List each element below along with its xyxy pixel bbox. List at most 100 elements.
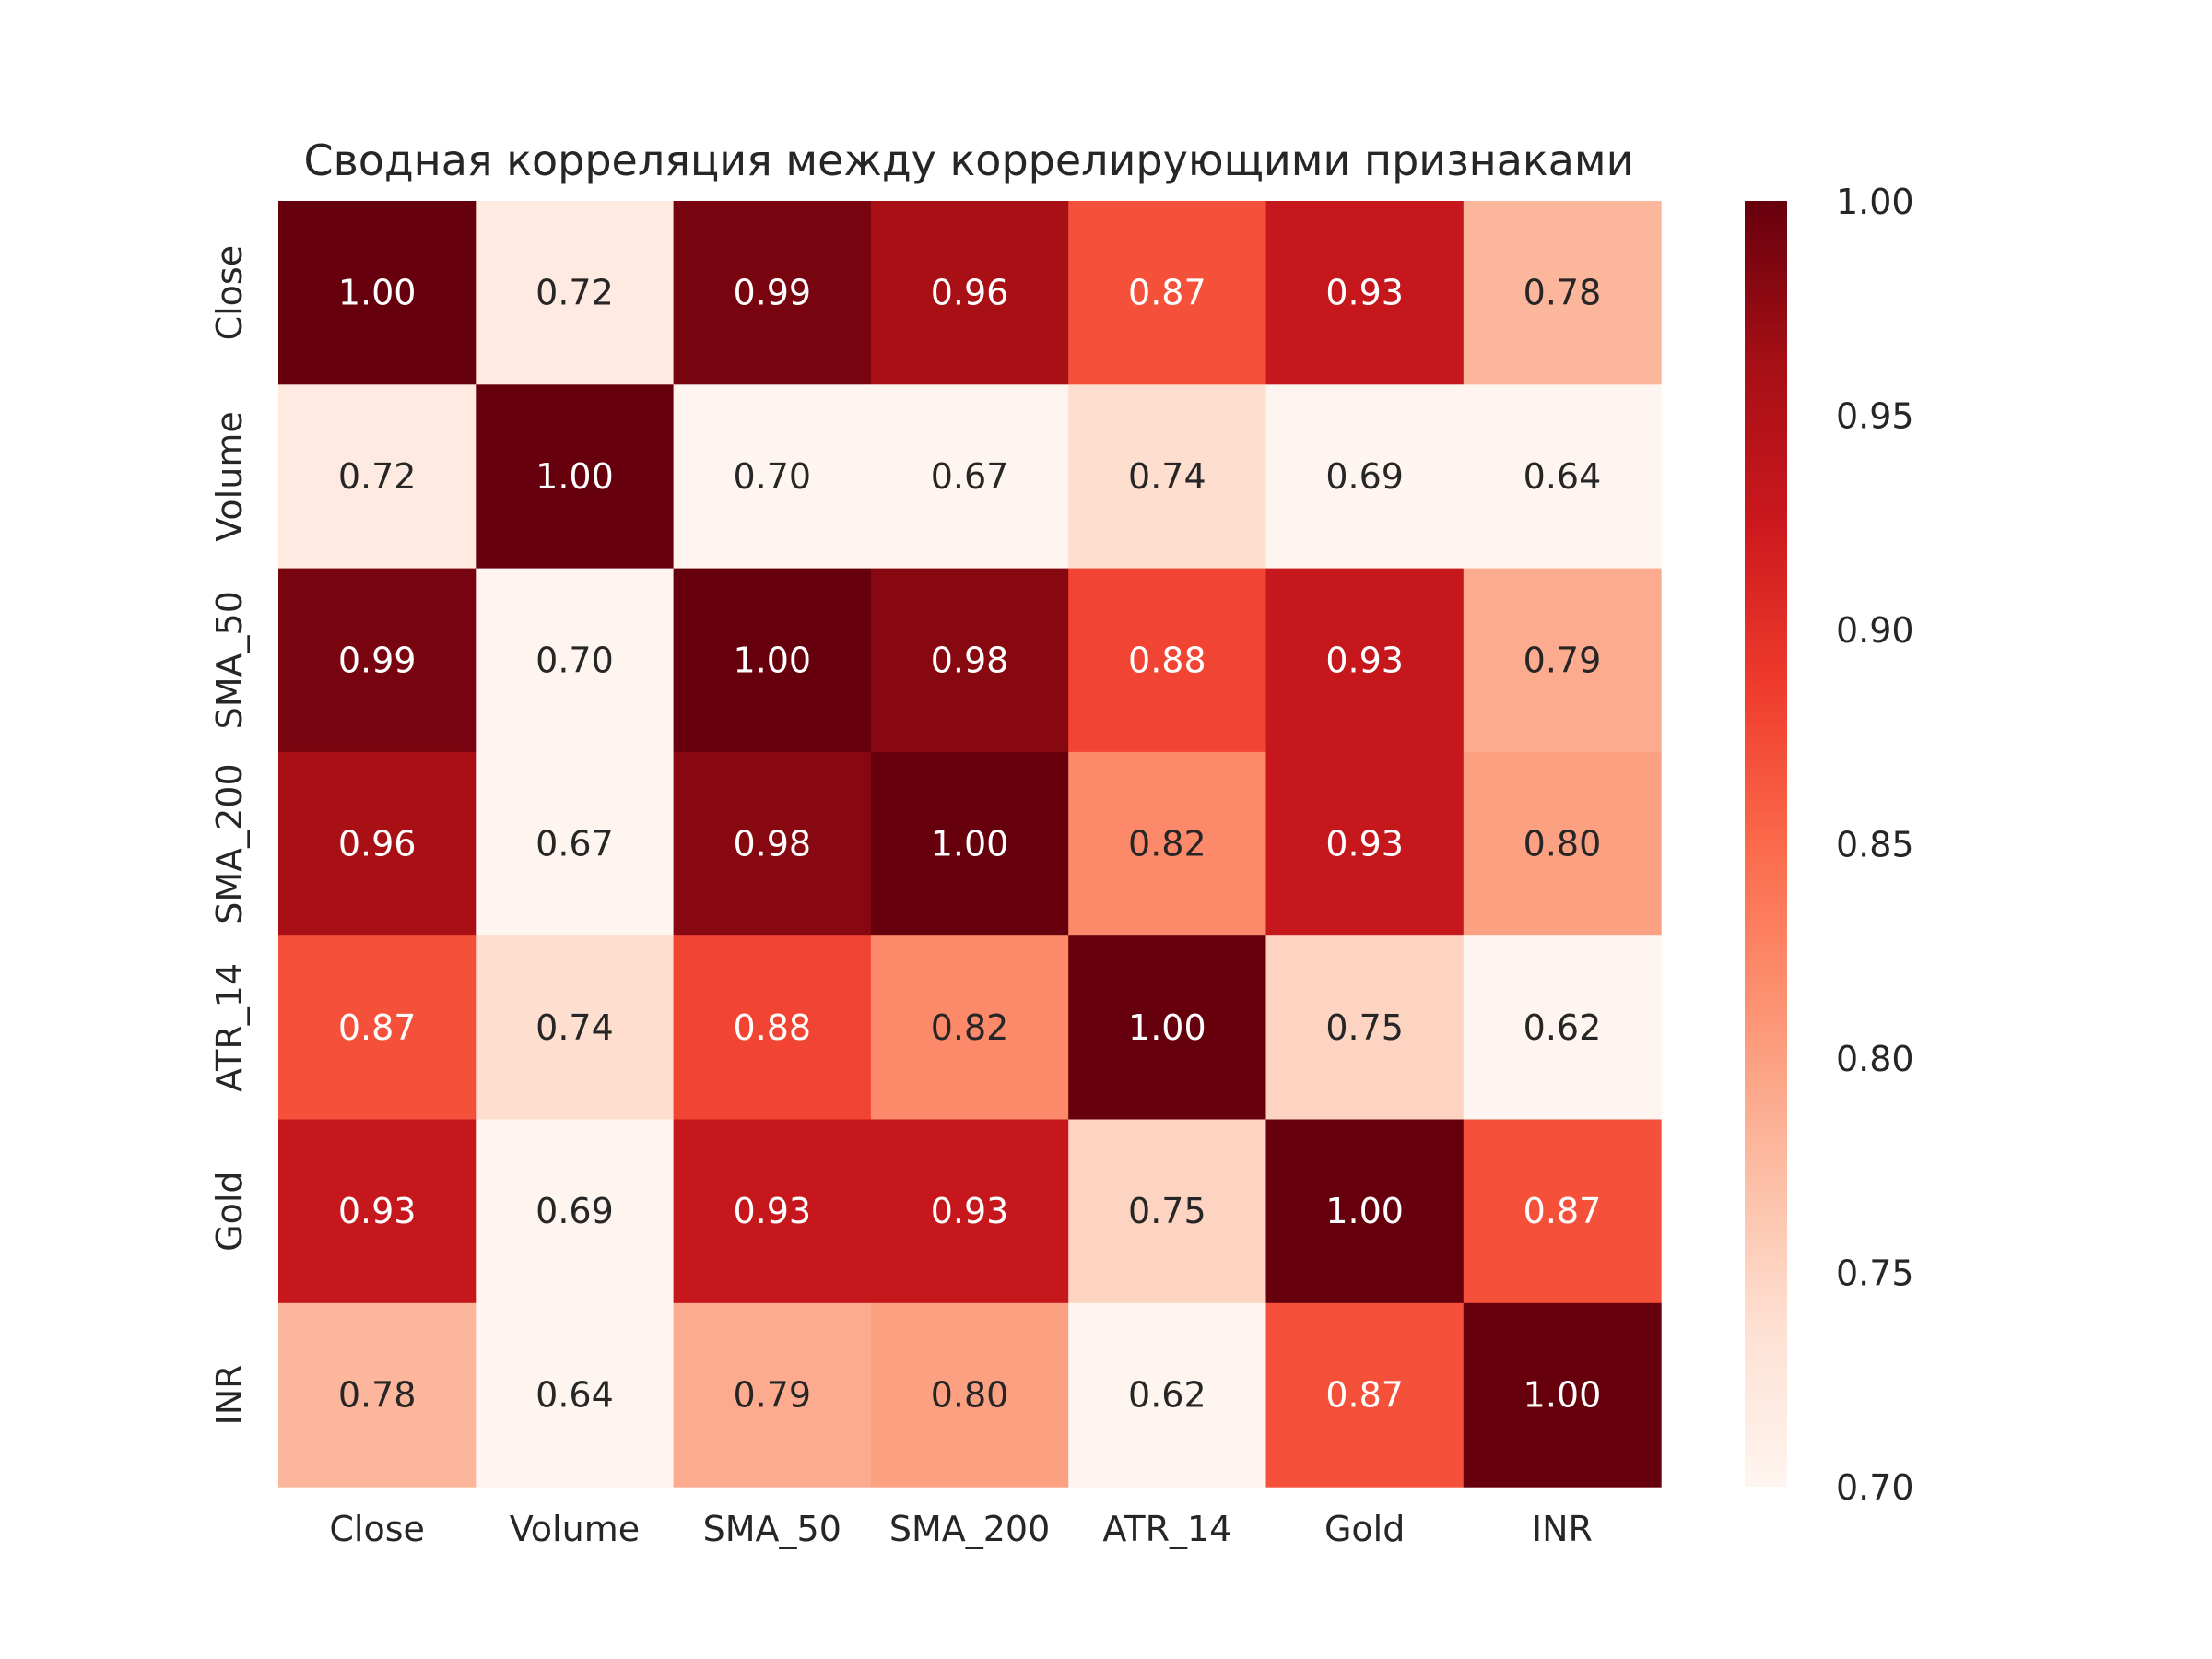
heatmap-cell-label: 0.80 <box>1524 824 1602 865</box>
heatmap-cell <box>673 1302 872 1488</box>
x-tick-label: Gold <box>1324 1509 1405 1549</box>
heatmap-cell <box>673 935 872 1121</box>
y-tick-label: SMA_50 <box>209 591 250 729</box>
heatmap-cell-label: 0.67 <box>931 456 1009 497</box>
heatmap-cell <box>673 1119 872 1304</box>
heatmap-cell <box>870 1302 1069 1488</box>
heatmap-cell <box>278 568 477 753</box>
heatmap-cell-label: 0.87 <box>1524 1191 1602 1231</box>
heatmap-cell-label: 0.80 <box>931 1374 1009 1415</box>
x-tick-label: ATR_14 <box>1102 1509 1231 1549</box>
heatmap-cell <box>278 1119 477 1304</box>
heatmap-cell <box>1068 384 1267 570</box>
heatmap-cell <box>278 384 477 570</box>
heatmap-cell-label: 0.82 <box>931 1007 1009 1048</box>
heatmap-cell-label: 0.93 <box>338 1191 417 1231</box>
heatmap-cell <box>278 751 477 936</box>
heatmap-cell <box>673 201 872 385</box>
heatmap-cell-label: 0.75 <box>1325 1007 1404 1048</box>
heatmap-cell <box>870 384 1069 570</box>
heatmap-cell-label: 0.70 <box>733 456 811 497</box>
heatmap-cell <box>278 201 477 385</box>
heatmap-cell <box>1265 1119 1465 1304</box>
heatmap-cell <box>1068 201 1267 385</box>
heatmap-cell-label: 0.99 <box>733 273 811 313</box>
heatmap-cell-label: 0.96 <box>338 824 417 865</box>
colorbar-tick-label: 0.70 <box>1836 1467 1914 1508</box>
heatmap-cell <box>1068 1119 1267 1304</box>
heatmap-cell-label: 1.00 <box>1128 1007 1206 1048</box>
heatmap-cell <box>673 568 872 753</box>
heatmap-cell-label: 0.78 <box>338 1374 417 1415</box>
heatmap-cell-label: 0.88 <box>733 1007 811 1048</box>
heatmap-cell-label: 0.98 <box>733 824 811 865</box>
heatmap-cell-label: 0.82 <box>1128 824 1206 865</box>
heatmap-cell-label: 0.78 <box>1524 273 1602 313</box>
heatmap-cell <box>1068 1302 1267 1488</box>
heatmap-cell-label: 1.00 <box>535 456 614 497</box>
heatmap-cell-label: 1.00 <box>931 824 1009 865</box>
x-tick-label: SMA_200 <box>889 1509 1050 1549</box>
heatmap-cell <box>1068 568 1267 753</box>
heatmap-cells: 1.00 0.72 0.99 0.96 0.87 0.93 0.78 0.72 1.00 0.70… <box>278 201 1662 1488</box>
heatmap-cell <box>1265 1302 1465 1488</box>
x-tick-label: Volume <box>510 1509 640 1549</box>
heatmap-cell <box>476 935 675 1121</box>
heatmap-cell <box>476 1302 675 1488</box>
heatmap-cell-label: 0.62 <box>1524 1007 1602 1048</box>
y-tick-label: INR <box>209 1364 250 1425</box>
heatmap-cell <box>476 384 675 570</box>
x-axis-tick-labels: Close Volume SMA_50 SMA_200 ATR_14 Gold INR <box>329 1509 1593 1549</box>
heatmap-cell-label: 0.99 <box>338 640 417 680</box>
heatmap-cell <box>870 201 1069 385</box>
heatmap-cell <box>476 1119 675 1304</box>
heatmap-cell <box>870 568 1069 753</box>
heatmap-cell-label: 0.69 <box>535 1191 614 1231</box>
heatmap-cell-label: 0.72 <box>535 273 614 313</box>
heatmap-cell-label: 1.00 <box>1325 1191 1404 1231</box>
heatmap-cell-label: 0.64 <box>1524 456 1602 497</box>
heatmap-cell-label: 0.79 <box>733 1374 811 1415</box>
y-tick-label: Close <box>209 245 250 341</box>
heatmap-cell <box>476 568 675 753</box>
heatmap-cell-label: 0.74 <box>1128 456 1206 497</box>
heatmap-cell <box>278 935 477 1121</box>
heatmap-cell-label: 0.70 <box>535 640 614 680</box>
heatmap-cell <box>1463 201 1662 385</box>
heatmap-cell-label: 0.87 <box>1325 1374 1404 1415</box>
heatmap-cell-label: 0.69 <box>1325 456 1404 497</box>
heatmap-cell <box>476 201 675 385</box>
heatmap-cell-label: 0.93 <box>733 1191 811 1231</box>
colorbar-tick-label: 0.85 <box>1836 825 1914 865</box>
colorbar-tick-label: 1.00 <box>1836 182 1914 222</box>
heatmap-cell-label: 0.62 <box>1128 1374 1206 1415</box>
colorbar-tick-label: 0.80 <box>1836 1039 1914 1079</box>
heatmap-cell <box>1463 384 1662 570</box>
heatmap-cell-label: 0.93 <box>1325 273 1404 313</box>
heatmap-cell-label: 0.87 <box>338 1007 417 1048</box>
colorbar-tick-label: 0.95 <box>1836 396 1914 437</box>
colorbar-tick-label: 0.75 <box>1836 1253 1914 1294</box>
heatmap-cell <box>1463 1302 1662 1488</box>
heatmap-cell-label: 0.75 <box>1128 1191 1206 1231</box>
heatmap-cell-label: 0.67 <box>535 824 614 865</box>
heatmap-cell <box>1265 568 1465 753</box>
y-tick-label: SMA_200 <box>209 763 250 924</box>
heatmap-cell-label: 0.87 <box>1128 273 1206 313</box>
heatmap-cell <box>1463 935 1662 1121</box>
heatmap-cell-label: 1.00 <box>338 273 417 313</box>
heatmap-cell-label: 0.93 <box>1325 824 1404 865</box>
heatmap-cell <box>1068 751 1267 936</box>
y-tick-label: Gold <box>209 1171 250 1251</box>
heatmap-cell <box>870 751 1069 936</box>
heatmap-cell <box>278 1302 477 1488</box>
heatmap-cell-label: 0.79 <box>1524 640 1602 680</box>
x-tick-label: INR <box>1532 1509 1593 1549</box>
heatmap-cell <box>1068 935 1267 1121</box>
heatmap-cell-label: 0.88 <box>1128 640 1206 680</box>
heatmap-cell <box>1265 201 1465 385</box>
heatmap-cell <box>1265 751 1465 936</box>
heatmap-cell <box>870 1119 1069 1304</box>
heatmap-cell <box>673 751 872 936</box>
